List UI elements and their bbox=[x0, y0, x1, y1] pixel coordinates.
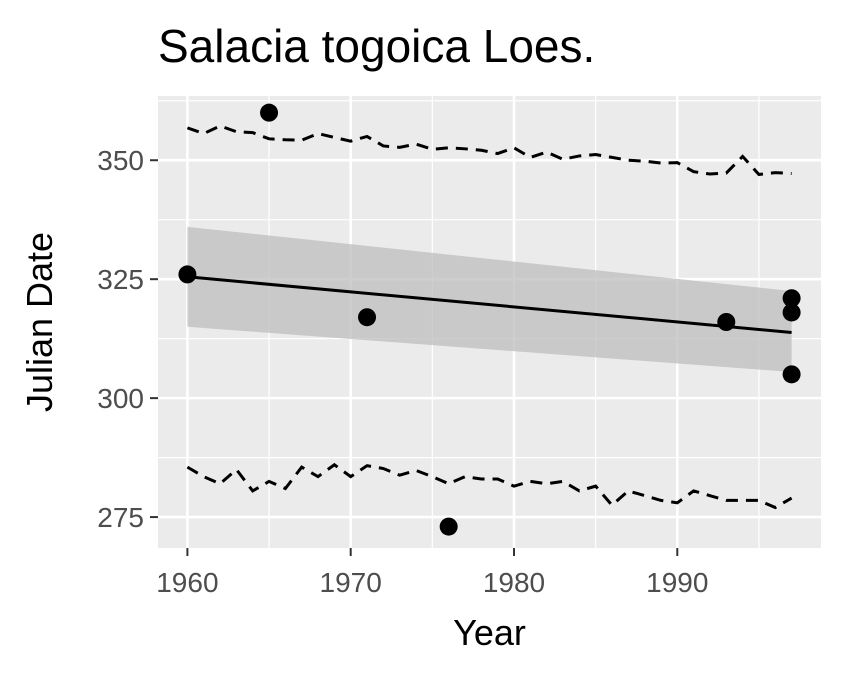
lower-dashed-line bbox=[186, 462, 793, 510]
y-axis: 275 300 325 350 bbox=[97, 145, 158, 533]
trend-line-layer bbox=[187, 275, 792, 334]
y-tick-label: 350 bbox=[97, 145, 144, 176]
data-point bbox=[260, 103, 279, 122]
trend-line bbox=[187, 275, 792, 334]
points-layer bbox=[178, 103, 801, 536]
x-axis-title: Year bbox=[453, 612, 526, 653]
data-point bbox=[782, 289, 801, 308]
data-point bbox=[717, 313, 736, 331]
confidence-band bbox=[187, 226, 792, 372]
data-point bbox=[782, 365, 801, 384]
x-tick-label: 1960 bbox=[156, 567, 218, 598]
upper-dashed-line bbox=[186, 124, 792, 177]
y-tick-label: 325 bbox=[97, 264, 144, 295]
x-axis: 1960 1970 1980 1990 bbox=[156, 548, 708, 598]
x-tick-label: 1990 bbox=[646, 567, 708, 598]
data-point bbox=[782, 303, 801, 322]
data-point bbox=[178, 265, 197, 284]
y-tick-label: 300 bbox=[97, 383, 144, 414]
confidence-band-layer bbox=[187, 226, 792, 372]
data-point bbox=[439, 517, 458, 536]
x-tick-label: 1970 bbox=[320, 567, 382, 598]
chart-title: Salacia togoica Loes. bbox=[158, 20, 595, 72]
y-axis-title: Julian Date bbox=[19, 232, 60, 412]
data-point bbox=[358, 308, 377, 327]
x-tick-label: 1980 bbox=[483, 567, 545, 598]
y-tick-label: 275 bbox=[97, 502, 144, 533]
dashed-lines-layer bbox=[186, 124, 793, 510]
